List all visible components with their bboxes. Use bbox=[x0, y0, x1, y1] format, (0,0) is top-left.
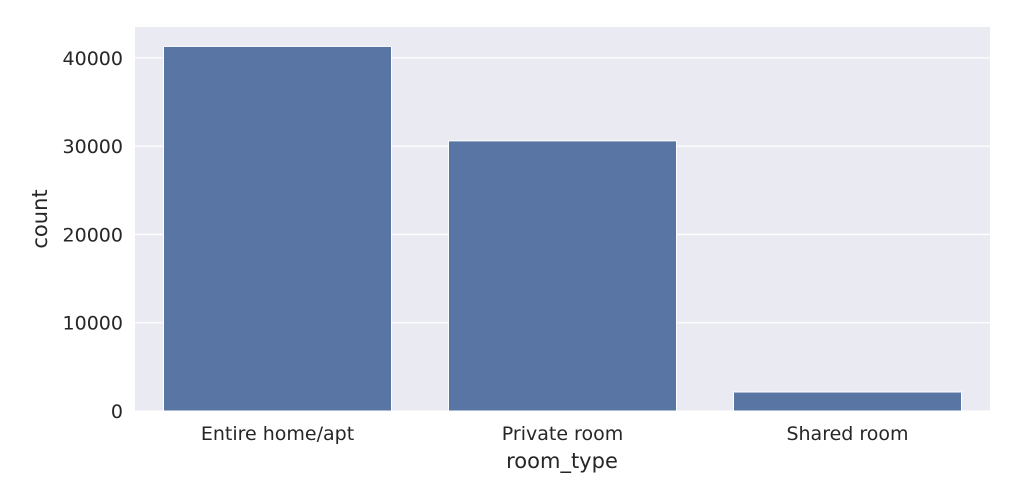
x-axis-label: room_type bbox=[506, 449, 618, 474]
y-tick-label: 20000 bbox=[63, 224, 123, 246]
bar-entire-home-apt bbox=[163, 45, 392, 412]
x-tick-label: Entire home/apt bbox=[201, 423, 354, 445]
x-tick-labels: Entire home/apt Private room Shared room bbox=[201, 423, 909, 445]
y-tick-label: 0 bbox=[111, 401, 123, 423]
y-tick-label: 10000 bbox=[63, 313, 123, 335]
y-tick-labels: 0 10000 20000 30000 40000 bbox=[63, 48, 123, 423]
x-tick-label: Shared room bbox=[786, 423, 908, 445]
bar-shared-room bbox=[733, 391, 962, 412]
bar-private-room bbox=[448, 140, 677, 412]
y-tick-label: 30000 bbox=[63, 136, 123, 158]
bars bbox=[163, 45, 962, 412]
x-tick-label: Private room bbox=[502, 423, 623, 445]
y-tick-label: 40000 bbox=[63, 48, 123, 70]
y-axis-label: count bbox=[28, 189, 52, 248]
